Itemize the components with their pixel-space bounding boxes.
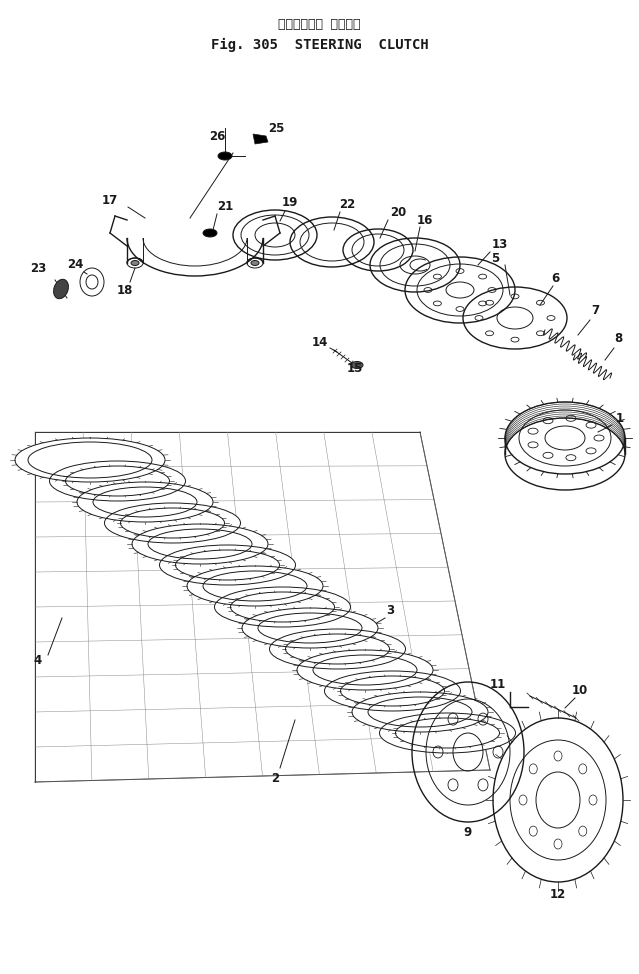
Polygon shape bbox=[253, 134, 268, 144]
Text: 25: 25 bbox=[268, 122, 284, 134]
Ellipse shape bbox=[218, 152, 232, 160]
Text: 7: 7 bbox=[591, 304, 599, 317]
Ellipse shape bbox=[131, 260, 139, 266]
Ellipse shape bbox=[160, 545, 295, 585]
Text: ステアリング クラッチ: ステアリング クラッチ bbox=[278, 18, 361, 31]
Text: 12: 12 bbox=[550, 888, 566, 902]
Text: 6: 6 bbox=[551, 272, 559, 284]
Text: 10: 10 bbox=[572, 684, 588, 696]
Text: 1: 1 bbox=[616, 411, 624, 425]
Text: 8: 8 bbox=[614, 331, 622, 345]
Text: Fig. 305  STEERING  CLUTCH: Fig. 305 STEERING CLUTCH bbox=[211, 38, 428, 53]
Text: 23: 23 bbox=[30, 261, 46, 275]
Text: 5: 5 bbox=[491, 251, 499, 265]
Ellipse shape bbox=[352, 692, 488, 732]
Ellipse shape bbox=[49, 461, 185, 501]
Ellipse shape bbox=[54, 280, 68, 299]
Text: 13: 13 bbox=[492, 239, 508, 251]
Ellipse shape bbox=[105, 503, 240, 543]
Ellipse shape bbox=[351, 361, 363, 368]
Text: 3: 3 bbox=[386, 604, 394, 617]
Text: 26: 26 bbox=[209, 130, 225, 142]
Ellipse shape bbox=[215, 587, 351, 627]
Text: 11: 11 bbox=[490, 678, 506, 691]
Ellipse shape bbox=[270, 629, 406, 669]
Text: 2: 2 bbox=[271, 771, 279, 784]
Text: 24: 24 bbox=[67, 258, 83, 272]
Text: 14: 14 bbox=[312, 335, 328, 349]
Ellipse shape bbox=[380, 713, 516, 753]
Text: 9: 9 bbox=[464, 826, 472, 839]
Text: 19: 19 bbox=[282, 197, 298, 209]
Ellipse shape bbox=[242, 608, 378, 648]
Text: 16: 16 bbox=[417, 213, 433, 227]
Ellipse shape bbox=[15, 438, 165, 482]
Text: 15: 15 bbox=[347, 361, 363, 374]
Text: 17: 17 bbox=[102, 194, 118, 206]
Ellipse shape bbox=[203, 229, 217, 237]
Text: 4: 4 bbox=[34, 654, 42, 666]
Ellipse shape bbox=[297, 650, 433, 690]
Ellipse shape bbox=[132, 524, 268, 564]
Text: 22: 22 bbox=[339, 198, 355, 210]
Ellipse shape bbox=[77, 482, 213, 522]
Text: 21: 21 bbox=[217, 200, 233, 212]
Ellipse shape bbox=[325, 671, 461, 711]
Text: 18: 18 bbox=[117, 283, 133, 296]
Ellipse shape bbox=[251, 260, 259, 266]
Text: 20: 20 bbox=[390, 206, 406, 218]
Ellipse shape bbox=[187, 566, 323, 606]
